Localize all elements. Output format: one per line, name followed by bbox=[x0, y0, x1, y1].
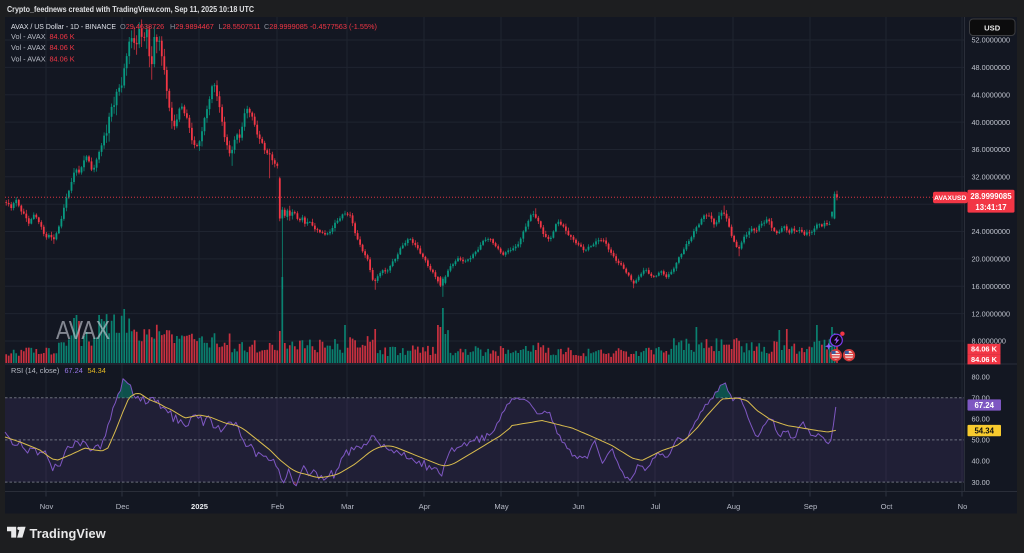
svg-text:Apr: Apr bbox=[419, 502, 431, 511]
svg-text:40.00: 40.00 bbox=[972, 457, 990, 466]
svg-text:AVAX / US Dollar - 1D - BINANC: AVAX / US Dollar - 1D - BINANCE O29.46387… bbox=[11, 22, 377, 31]
svg-text:44.0000000: 44.0000000 bbox=[972, 90, 1011, 99]
svg-text:Nov: Nov bbox=[40, 502, 54, 511]
svg-text:TradingView: TradingView bbox=[30, 526, 106, 541]
svg-text:24.0000000: 24.0000000 bbox=[972, 227, 1011, 236]
svg-text:36.0000000: 36.0000000 bbox=[972, 145, 1011, 154]
svg-text:Mar: Mar bbox=[341, 502, 355, 511]
svg-text:52.0000000: 52.0000000 bbox=[972, 36, 1011, 45]
svg-text:48.0000000: 48.0000000 bbox=[972, 63, 1011, 72]
svg-text:60.00: 60.00 bbox=[972, 415, 990, 424]
svg-text:Aug: Aug bbox=[727, 502, 741, 511]
svg-text:20.0000000: 20.0000000 bbox=[972, 255, 1011, 264]
svg-text:May: May bbox=[494, 502, 509, 511]
svg-text:Jul: Jul bbox=[651, 502, 661, 511]
svg-text:Dec: Dec bbox=[116, 502, 130, 511]
svg-text:67.24: 67.24 bbox=[974, 401, 994, 410]
svg-text:70.00: 70.00 bbox=[972, 394, 990, 403]
svg-text:AVAX: AVAX bbox=[56, 315, 110, 345]
svg-text:Jun: Jun bbox=[572, 502, 584, 511]
svg-text:28.9999085: 28.9999085 bbox=[970, 192, 1012, 201]
svg-text:80.00: 80.00 bbox=[972, 372, 990, 381]
svg-text:No: No bbox=[958, 502, 968, 511]
svg-text:50.00: 50.00 bbox=[972, 436, 990, 445]
svg-text:USD: USD bbox=[984, 23, 1001, 32]
svg-text:13:41:17: 13:41:17 bbox=[975, 203, 1006, 212]
svg-text:Crypto_feednews created with T: Crypto_feednews created with TradingView… bbox=[7, 5, 254, 14]
svg-text:30.00: 30.00 bbox=[972, 478, 990, 487]
svg-text:Sep: Sep bbox=[804, 502, 818, 511]
svg-text:84.06 K: 84.06 K bbox=[971, 355, 998, 364]
svg-text:2025: 2025 bbox=[191, 502, 209, 511]
svg-text:84.06 K: 84.06 K bbox=[971, 345, 998, 354]
svg-text:54.34: 54.34 bbox=[974, 426, 994, 435]
svg-text:Oct: Oct bbox=[881, 502, 894, 511]
svg-text:12.0000000: 12.0000000 bbox=[972, 309, 1011, 318]
svg-text:8.0000000: 8.0000000 bbox=[972, 337, 1007, 346]
svg-text:16.0000000: 16.0000000 bbox=[972, 282, 1011, 291]
svg-text:32.0000000: 32.0000000 bbox=[972, 173, 1011, 182]
svg-text:Feb: Feb bbox=[271, 502, 284, 511]
svg-text:AVAXUSD: AVAXUSD bbox=[934, 195, 966, 202]
svg-text:40.0000000: 40.0000000 bbox=[972, 118, 1011, 127]
